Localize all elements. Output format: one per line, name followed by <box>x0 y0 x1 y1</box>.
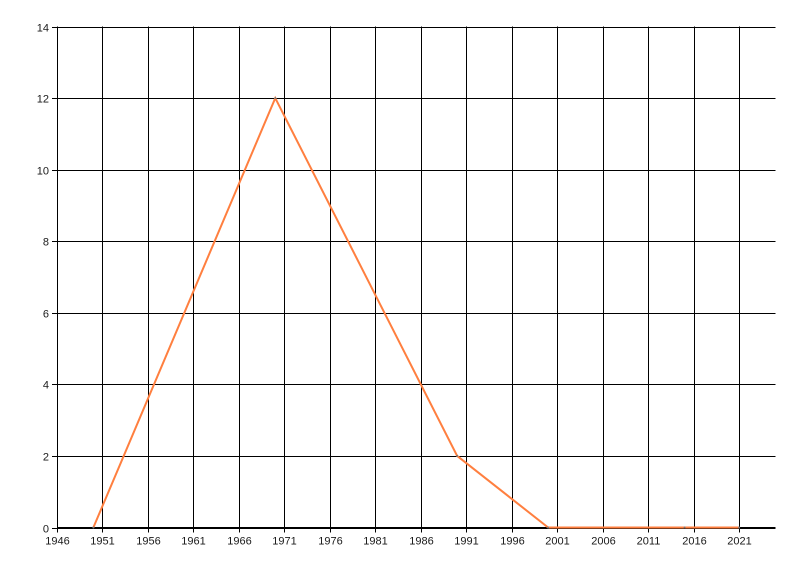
data-point <box>274 97 277 100</box>
x-tick-label: 2006 <box>591 536 615 548</box>
x-tick-label: 2011 <box>637 536 661 548</box>
x-tick-label: 1996 <box>500 536 524 548</box>
x-tick-label: 1986 <box>409 536 433 548</box>
grid <box>52 26 776 533</box>
x-tick-label: 1976 <box>318 536 342 548</box>
x-tick-label: 1991 <box>454 536 478 548</box>
data-point <box>92 526 95 529</box>
x-tick-label: 2016 <box>682 536 706 548</box>
x-tick-label: 2021 <box>727 536 751 548</box>
x-tick-label: 1946 <box>45 536 69 548</box>
y-tick-label: 10 <box>37 166 49 178</box>
x-tick-label: 1981 <box>363 536 387 548</box>
x-tick-label: 1956 <box>136 536 160 548</box>
y-tick-label: 12 <box>37 94 49 106</box>
series-line <box>92 95 740 529</box>
tick-labels: 0 2 4 6 8 10 12 14 1946 1951 1956 1961 1966 1971 1976 1… <box>37 23 752 548</box>
x-tick-label: 1951 <box>90 536 114 548</box>
y-tick-label: 0 <box>43 524 49 536</box>
data-point <box>683 526 686 529</box>
y-tick-label: 6 <box>43 309 49 321</box>
x-tick-label: 2001 <box>545 536 569 548</box>
x-tick-label: 1961 <box>181 536 205 548</box>
y-tick-label: 8 <box>43 237 49 249</box>
data-point <box>738 526 741 529</box>
y-tick-label: 2 <box>43 452 49 464</box>
y-tick-label: 4 <box>43 380 49 392</box>
data-point <box>547 526 550 529</box>
data-point <box>456 454 459 457</box>
x-tick-label: 1966 <box>227 536 251 548</box>
series-layer <box>92 95 741 529</box>
x-tick-label: 1971 <box>272 536 296 548</box>
axes <box>57 26 776 528</box>
y-tick-label: 14 <box>37 23 49 35</box>
